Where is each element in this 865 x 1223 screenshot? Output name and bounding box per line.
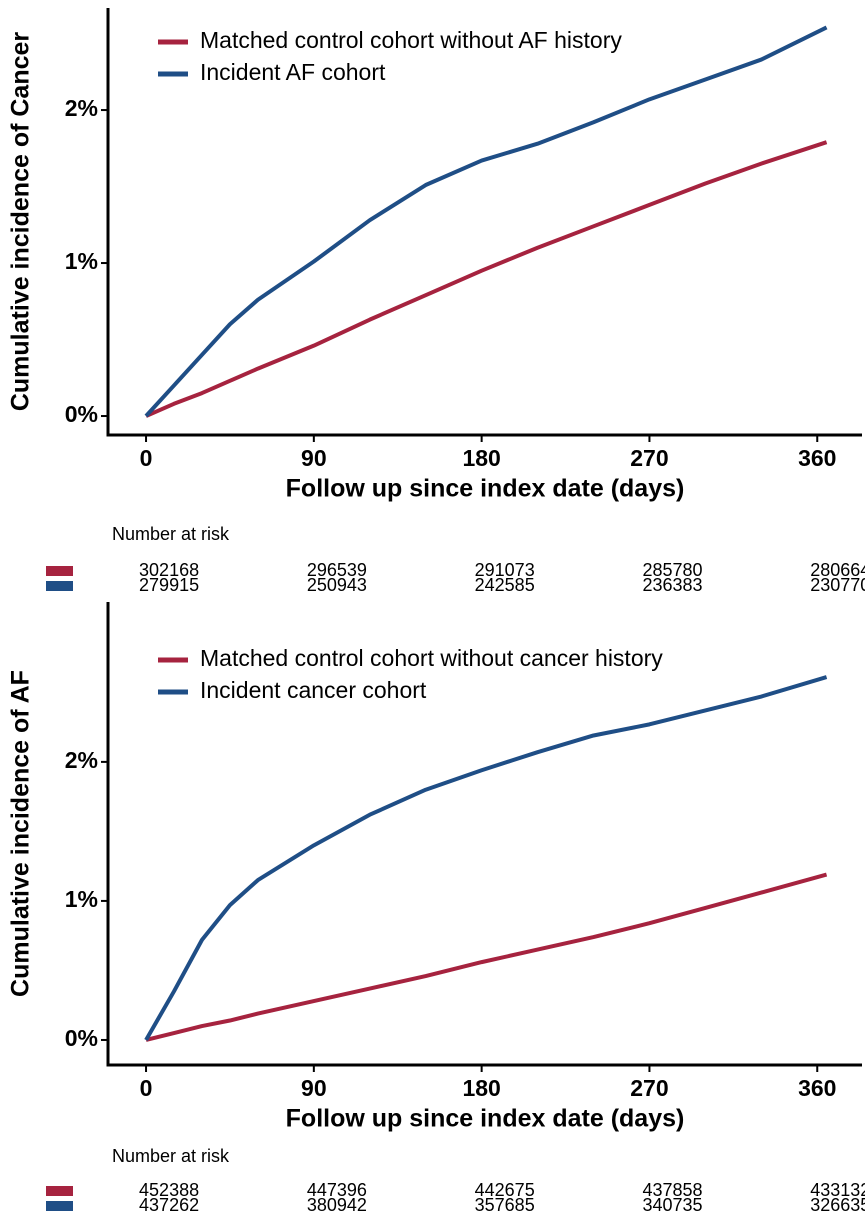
x-tick-label: 270 — [630, 445, 668, 471]
risk-count: 285780 — [642, 560, 702, 580]
risk-swatch — [46, 1201, 73, 1211]
risk-swatch — [46, 566, 73, 576]
risk-count: 280664 — [810, 560, 865, 580]
x-axis-title: Follow up since index date (days) — [286, 1105, 685, 1133]
risk-count: 296539 — [307, 560, 367, 580]
legend-label: Incident AF cohort — [200, 59, 386, 85]
legend-label: Incident cancer cohort — [200, 677, 427, 703]
y-tick-label: 1% — [65, 886, 98, 912]
x-axis-title: Follow up since index date (days) — [286, 475, 685, 503]
x-tick-label: 180 — [462, 445, 500, 471]
x-tick-label: 90 — [301, 1075, 327, 1101]
risk-count: 452388 — [139, 1180, 199, 1200]
y-tick-label: 0% — [65, 1025, 98, 1051]
x-tick-label: 360 — [798, 1075, 836, 1101]
x-tick-label: 180 — [462, 1075, 500, 1101]
risk-count: 279915 — [139, 575, 199, 595]
risk-swatch — [46, 1186, 73, 1196]
risk-count: 357685 — [475, 1195, 535, 1215]
risk-count: 326635 — [810, 1195, 865, 1215]
risk-count: 250943 — [307, 575, 367, 595]
x-tick-label: 90 — [301, 445, 327, 471]
y-tick-label: 2% — [65, 747, 98, 773]
risk-count: 302168 — [139, 560, 199, 580]
x-tick-label: 0 — [140, 1075, 153, 1101]
risk-table-title: Number at risk — [112, 524, 230, 544]
risk-table-title: Number at risk — [112, 1146, 230, 1166]
line-series — [145, 872, 828, 1042]
risk-count: 437858 — [642, 1180, 702, 1200]
y-axis-title: Cumulative incidence of AF — [7, 670, 35, 997]
risk-count: 437262 — [139, 1195, 199, 1215]
risk-count: 433132 — [810, 1180, 865, 1200]
x-tick-label: 0 — [140, 445, 153, 471]
risk-count: 236383 — [642, 575, 702, 595]
risk-count: 230770 — [810, 575, 865, 595]
risk-swatch — [46, 581, 73, 591]
y-tick-label: 0% — [65, 401, 98, 427]
legend-label: Matched control cohort without AF histor… — [200, 27, 622, 53]
risk-count: 447396 — [307, 1180, 367, 1200]
line-series — [144, 675, 828, 1041]
risk-count: 442675 — [475, 1180, 535, 1200]
line-series — [144, 25, 828, 418]
x-tick-label: 270 — [630, 1075, 668, 1101]
risk-count: 380942 — [307, 1195, 367, 1215]
y-tick-label: 1% — [65, 248, 98, 274]
line-series — [145, 140, 828, 418]
risk-count: 340735 — [642, 1195, 702, 1215]
risk-count: 291073 — [475, 560, 535, 580]
risk-count: 242585 — [475, 575, 535, 595]
y-axis-title: Cumulative incidence of Cancer — [7, 32, 35, 412]
y-tick-label: 2% — [65, 95, 98, 121]
x-tick-label: 360 — [798, 445, 836, 471]
legend-label: Matched control cohort without cancer hi… — [200, 645, 663, 671]
